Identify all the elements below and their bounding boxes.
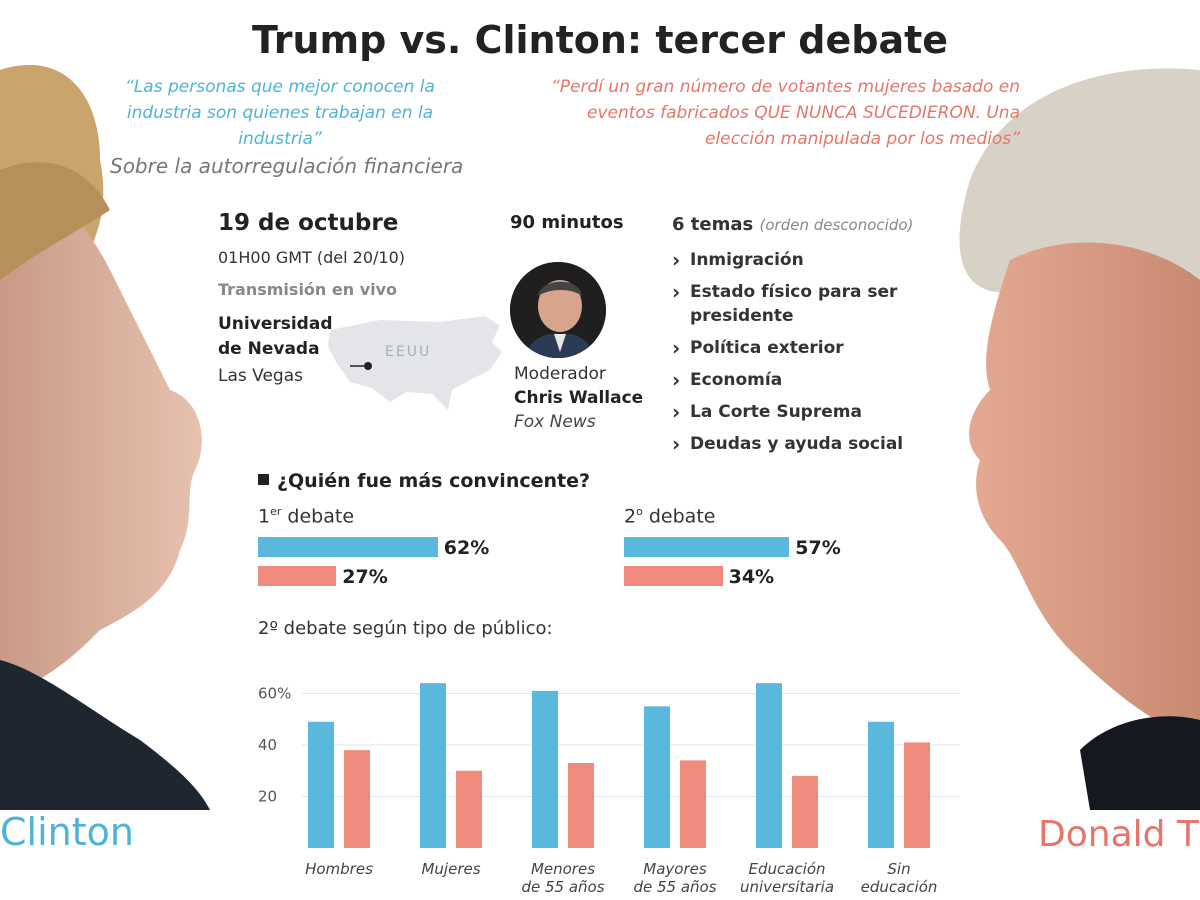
trump-quote: “Perdí un gran número de votantes mujere… (550, 77, 1020, 149)
category-label: de 55 años (633, 878, 716, 896)
topic-item: Estado físico para ser presidente (672, 280, 970, 328)
debate1-label: 1er debate (258, 505, 355, 528)
moderator-network: Fox News (514, 412, 596, 432)
debate2-clinton-value: 57% (795, 537, 841, 559)
category-label: universitaria (740, 878, 834, 896)
y-tick-label: 60% (258, 684, 291, 702)
bar-clinton (532, 690, 558, 848)
category-label: educación (861, 878, 938, 896)
square-bullet-icon (258, 474, 269, 485)
category-label: Hombres (305, 860, 373, 878)
debate1-trump-value: 27% (342, 566, 388, 588)
venue-city: Las Vegas (218, 366, 303, 386)
y-tick-label: 40 (258, 736, 277, 754)
convincing-chart-title: ¿Quién fue más convincente? (258, 470, 590, 492)
moderator-label: Moderador (514, 364, 606, 384)
bar-trump (904, 742, 930, 848)
map-label: EEUU (385, 344, 431, 360)
audience-chart-title: 2º debate según tipo de público: (258, 618, 553, 639)
topics-heading: 6 temas (orden desconocido) (672, 214, 913, 235)
trump-name: Donald T (1038, 814, 1199, 855)
broadcast-label: Transmisión en vivo (218, 280, 398, 299)
event-time: 01H00 GMT (del 20/10) (218, 248, 406, 267)
debate2-clinton-bar (624, 537, 790, 557)
bar-clinton (868, 721, 894, 848)
debate-duration: 90 minutos (510, 212, 624, 233)
debate1-clinton-bar (258, 537, 438, 557)
bar-clinton (308, 721, 334, 848)
debate2-trump-value: 34% (728, 566, 775, 588)
category-label: Educación (748, 860, 825, 878)
topic-item: Política exterior (672, 336, 970, 360)
category-label: Sin (887, 860, 910, 878)
moderator-name: Chris Wallace (514, 388, 644, 408)
bar-trump (568, 763, 594, 848)
debate2-trump-bar (624, 566, 723, 586)
clinton-name: Clinton (0, 810, 134, 854)
bar-trump (456, 770, 482, 848)
debate2-label: 2o debate (624, 505, 716, 528)
topics-note: (orden desconocido) (759, 216, 914, 234)
venue-line-1: Universidad (218, 314, 333, 334)
debate1-trump-bar (258, 566, 337, 586)
event-date: 19 de octubre (218, 210, 399, 236)
clinton-quote: “Las personas que mejor conocen la indus… (125, 77, 435, 149)
category-label: de 55 años (521, 878, 604, 896)
page-title: Trump vs. Clinton: tercer debate (251, 18, 949, 62)
category-label: Mujeres (421, 860, 480, 878)
topics-count: 6 temas (672, 214, 754, 235)
clinton-quote-context: Sobre la autorregulación financiera (110, 154, 464, 178)
y-tick-label: 20 (258, 787, 277, 805)
category-label: Menores (531, 860, 595, 878)
category-label: Mayores (643, 860, 707, 878)
topic-item: Deudas y ayuda social (672, 432, 970, 456)
trump-portrait (959, 68, 1200, 810)
bar-trump (344, 750, 370, 848)
bar-trump (792, 775, 818, 848)
venue-line-2: de Nevada (218, 339, 320, 359)
topics-list: Inmigración Estado físico para ser presi… (672, 248, 970, 464)
debate1-clinton-value: 62% (443, 537, 490, 559)
topic-item: Economía (672, 368, 970, 392)
moderator-photo (510, 262, 606, 358)
venue-name: Universidad de Nevada (218, 312, 332, 362)
bar-trump (680, 760, 706, 848)
bar-clinton (644, 706, 670, 848)
topic-item: Inmigración (672, 248, 970, 272)
bar-clinton (756, 683, 782, 848)
usa-map-icon: EEUU (328, 316, 502, 410)
clinton-portrait (0, 64, 210, 810)
convincing-title-text: ¿Quién fue más convincente? (277, 470, 591, 492)
bar-clinton (420, 683, 446, 848)
topic-item: La Corte Suprema (672, 400, 970, 424)
